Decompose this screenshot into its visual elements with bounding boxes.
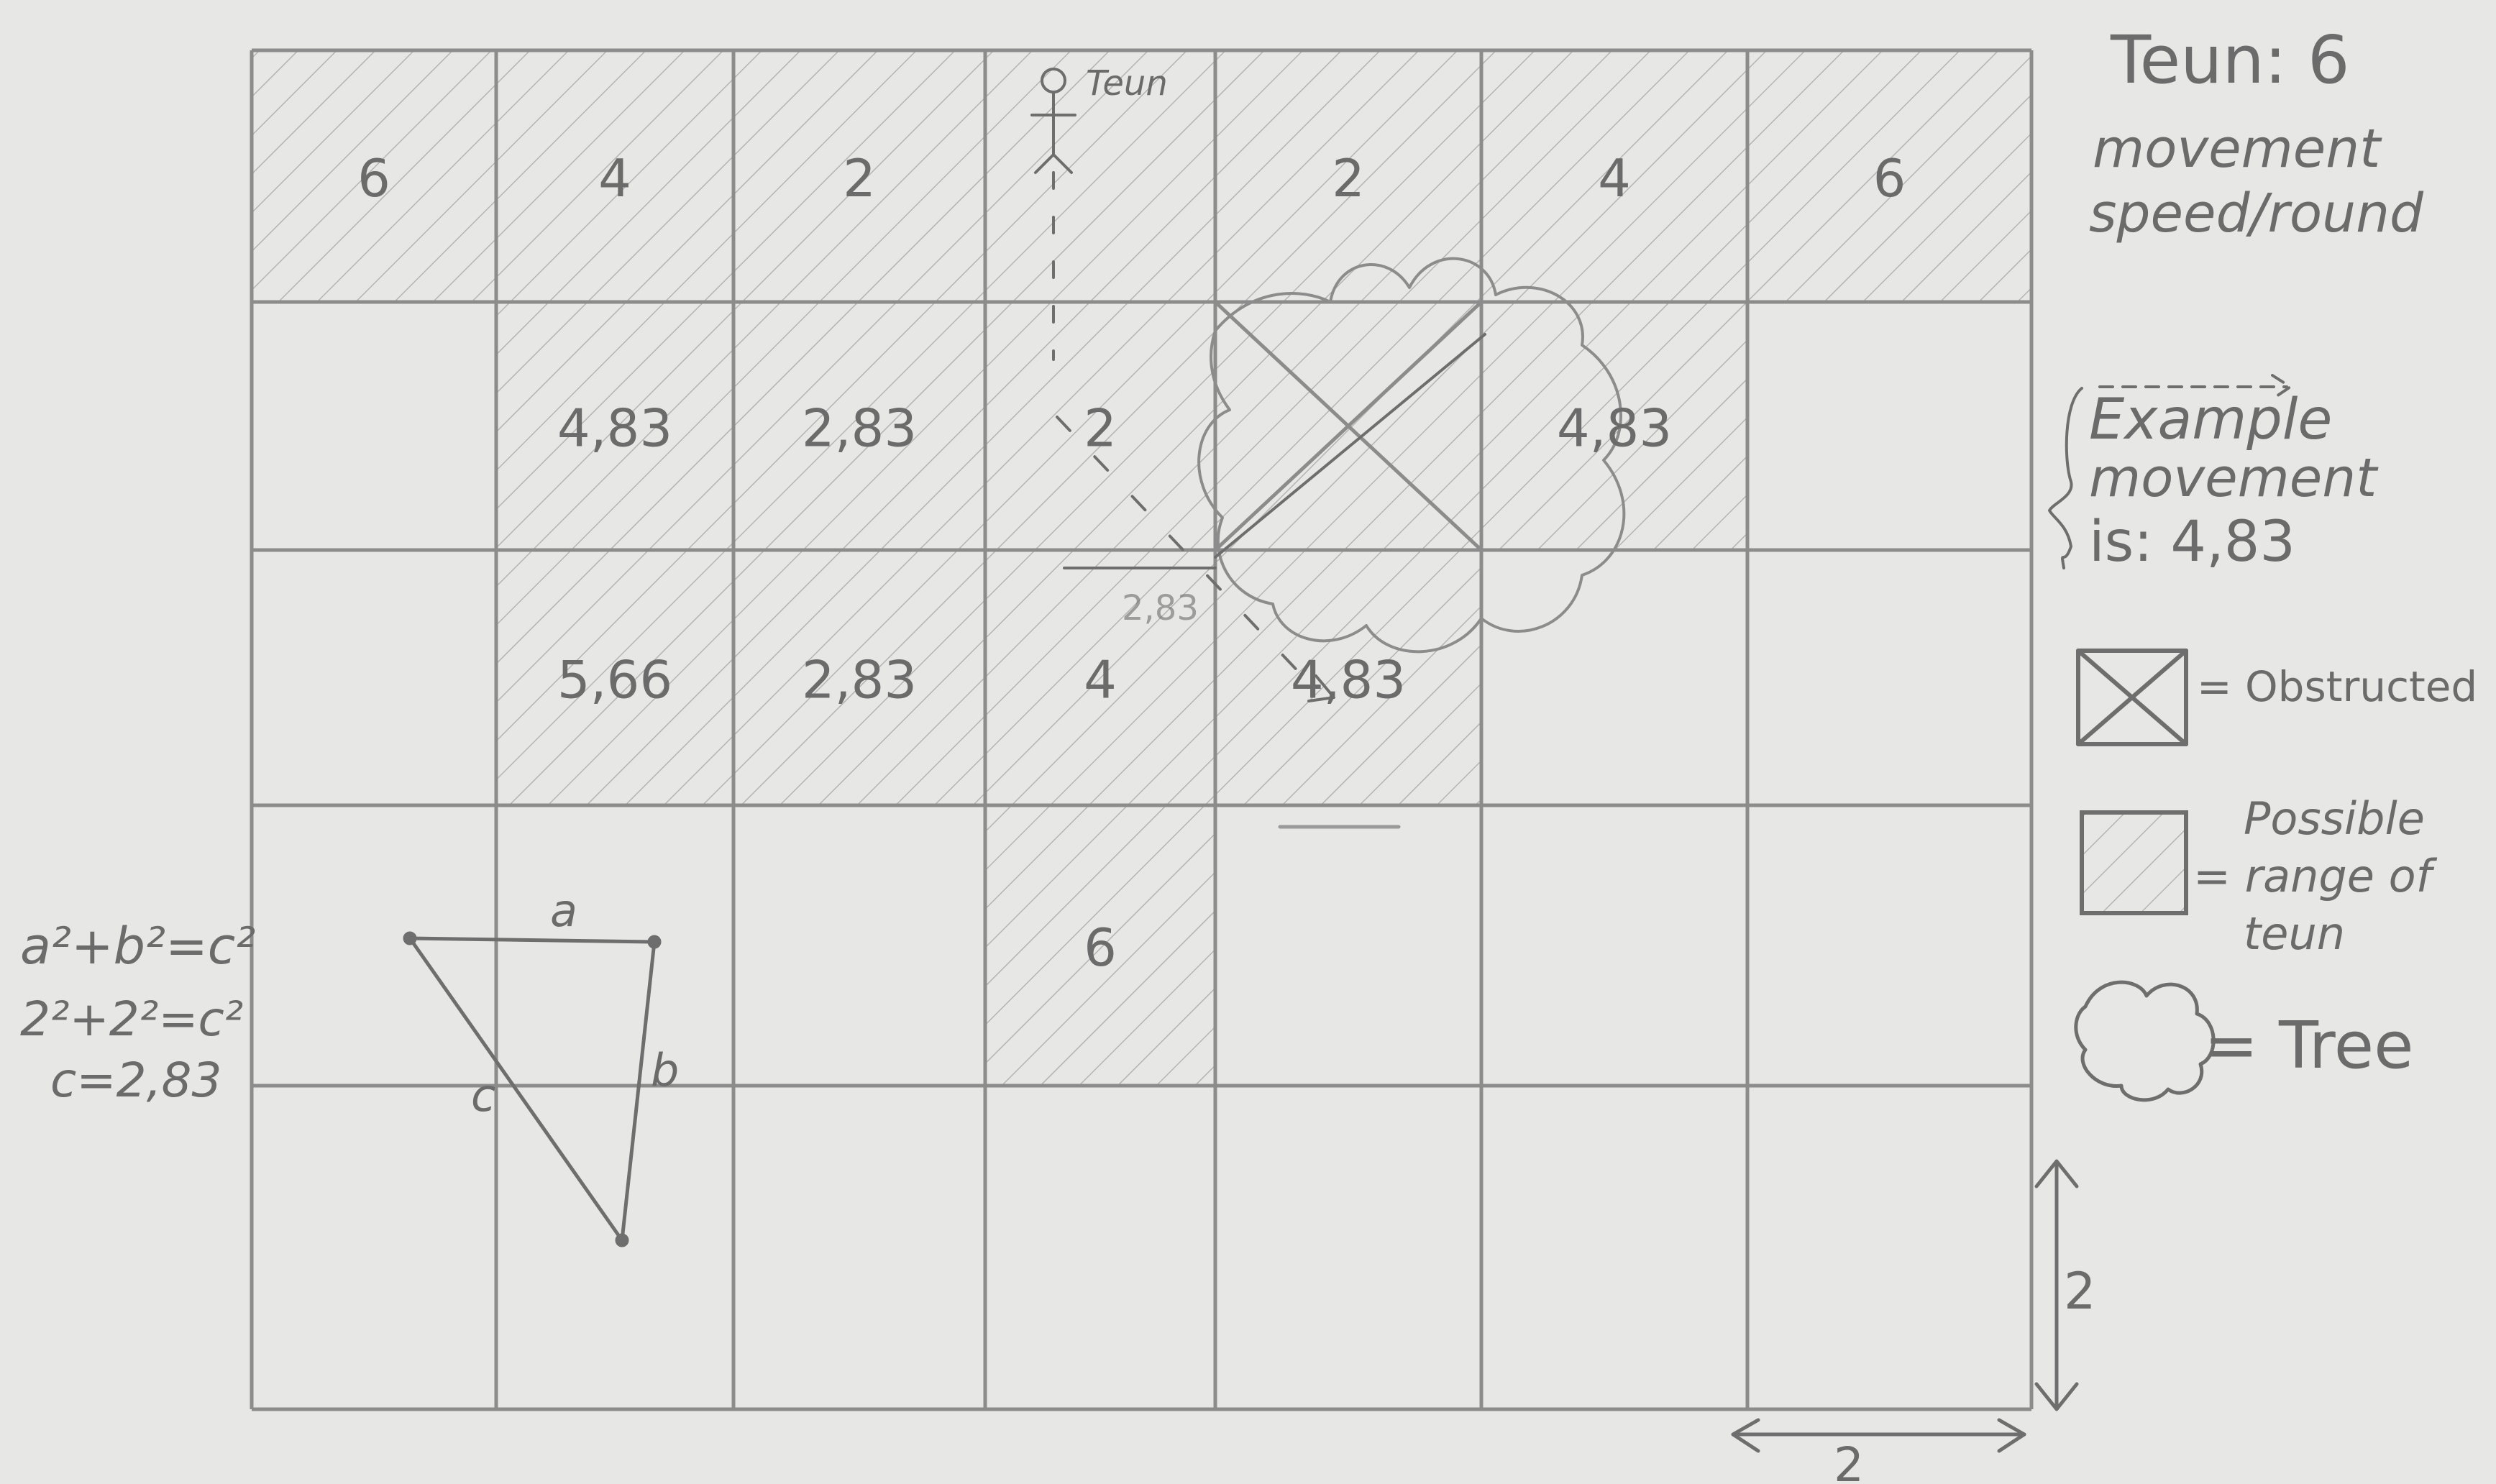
pythagoras-triangle bbox=[403, 931, 662, 1247]
triangle-side-c: c bbox=[471, 1069, 495, 1122]
example-line-3: is: 4,83 bbox=[2089, 510, 2295, 574]
cell-distance-labels: 6 4 2 2 4 64,83 2,83 2 4,835,66 2,83 4 4,836 bbox=[357, 148, 1906, 978]
hatched-cell bbox=[985, 805, 1215, 1086]
possible-range-hatching bbox=[252, 50, 2031, 1086]
cell-distance-label: 4 bbox=[1084, 650, 1117, 710]
cell-distance-label: 4 bbox=[1598, 148, 1631, 209]
character-speed-title: Teun: 6 bbox=[2110, 22, 2350, 99]
cell-distance-label: 2,83 bbox=[802, 398, 917, 459]
obstructed-legend-icon bbox=[2076, 649, 2188, 746]
triangle-side-b: b bbox=[651, 1044, 679, 1096]
example-movement-path bbox=[1056, 333, 1486, 829]
hatched-cell bbox=[496, 50, 733, 302]
hatched-cell bbox=[1481, 50, 1747, 302]
cell-distance-label: 6 bbox=[1873, 148, 1906, 209]
hatched-cell bbox=[1747, 50, 2031, 302]
cell-distance-label: 6 bbox=[1084, 917, 1117, 978]
possible-range-legend-line-2: = range of bbox=[2193, 850, 2438, 902]
movement-grid bbox=[250, 48, 2034, 1411]
tree-legend-label: = Tree bbox=[2204, 1008, 2414, 1084]
hatched-cell bbox=[733, 50, 985, 302]
example-brace bbox=[2048, 387, 2083, 569]
hatched-cell bbox=[733, 550, 985, 805]
vertical-scale-label: 2 bbox=[2064, 1262, 2096, 1321]
hatched-cell bbox=[252, 50, 496, 302]
cell-distance-label: 2 bbox=[1332, 148, 1365, 209]
hatched-cell bbox=[733, 302, 985, 550]
possible-range-legend-line-1: Possible bbox=[2244, 792, 2425, 845]
example-arrow bbox=[2098, 374, 2292, 400]
tree-icon bbox=[1197, 257, 1626, 654]
character-speed-subtitle-1: movement bbox=[2093, 118, 2382, 180]
hatched-cell bbox=[985, 50, 1215, 302]
cell-distance-label: 2 bbox=[1084, 398, 1117, 459]
hatched-cell bbox=[985, 550, 1215, 805]
triangle-side-a: a bbox=[550, 884, 577, 937]
cell-distance-label: 2,83 bbox=[802, 650, 917, 710]
tree-legend-icon bbox=[2074, 980, 2216, 1102]
cell-distance-label: 4,83 bbox=[1557, 398, 1672, 459]
obstructed-cross-line bbox=[1214, 301, 1483, 551]
pythagoras-line-2: 2²+2²=c² bbox=[20, 991, 243, 1047]
hatched-cell bbox=[1215, 550, 1481, 805]
hatched-cell bbox=[496, 550, 733, 805]
cell-distance-label: 4,83 bbox=[557, 398, 672, 459]
vertical-scale-arrow bbox=[2034, 1159, 2079, 1411]
hatched-cell bbox=[1481, 302, 1747, 550]
possible-range-legend-line-3: teun bbox=[2244, 907, 2345, 960]
path-note: 2,83 bbox=[1122, 588, 1199, 628]
obstructed-cell bbox=[1214, 301, 1483, 551]
pythagoras-line-3: c=2,83 bbox=[50, 1053, 222, 1108]
cell-distance-label: 6 bbox=[357, 148, 390, 209]
example-line-1: Example bbox=[2089, 388, 2332, 452]
teun-figure bbox=[1030, 68, 1076, 361]
hatched-cell bbox=[985, 302, 1215, 550]
hatched-cell bbox=[1215, 50, 1481, 302]
example-line-2: movement bbox=[2089, 447, 2379, 509]
hatched-cell bbox=[496, 302, 733, 550]
cell-distance-label: 4 bbox=[598, 148, 631, 209]
possible-range-legend-icon bbox=[2080, 810, 2188, 915]
horizontal-scale-arrow bbox=[1731, 1418, 2026, 1453]
obstructed-legend-label: = Obstructed bbox=[2197, 662, 2477, 711]
horizontal-scale-label: 2 bbox=[1834, 1437, 1864, 1484]
pythagoras-line-1: a²+b²=c² bbox=[20, 917, 255, 976]
cell-distance-label: 2 bbox=[843, 148, 876, 209]
character-speed-subtitle-2: speed/round bbox=[2089, 183, 2424, 244]
cell-distance-label: 4,83 bbox=[1291, 650, 1406, 710]
cell-distance-label: 5,66 bbox=[557, 650, 672, 710]
teun-label: Teun bbox=[1086, 63, 1168, 104]
